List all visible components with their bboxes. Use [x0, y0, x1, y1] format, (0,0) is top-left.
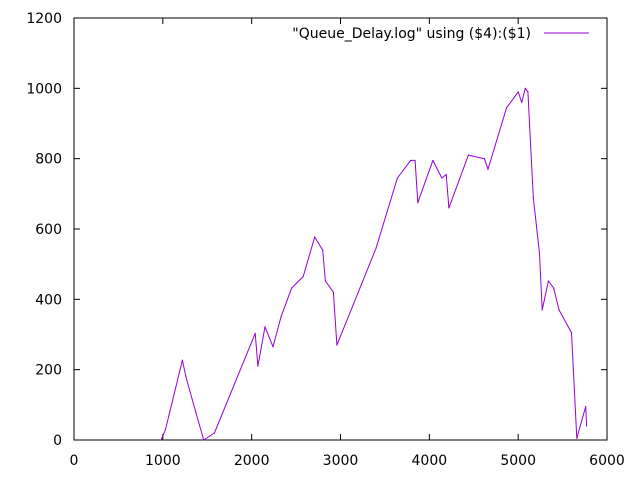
data-point [332, 291, 334, 293]
data-point [254, 332, 256, 335]
data-point [517, 91, 519, 93]
data-point [532, 196, 534, 198]
data-point [160, 439, 162, 441]
plot-border [73, 17, 608, 441]
data-point [181, 359, 183, 361]
data-point [585, 405, 587, 408]
data-point [483, 158, 486, 160]
data-point [164, 428, 167, 431]
series-layer [160, 87, 588, 441]
data-point [538, 253, 541, 255]
data-point [203, 439, 205, 441]
x-tick-label-0: 0 [70, 453, 79, 469]
tick-labels: 0 1000 2000 3000 4000 5000 6000 0 200 400 600 800 10… [26, 11, 624, 469]
data-point [448, 207, 450, 209]
y-tick-label-600: 600 [35, 222, 62, 238]
data-point [417, 202, 419, 204]
y-tick-label-0: 0 [53, 433, 62, 449]
plot-area [73, 17, 608, 441]
data-point [314, 236, 316, 238]
y-tick-label-1200: 1200 [26, 11, 62, 27]
data-point [467, 154, 470, 156]
data-point [272, 346, 274, 348]
x-tick-label-5000: 5000 [500, 453, 536, 469]
x-tick-label-2000: 2000 [234, 453, 270, 469]
y-tick-label-1000: 1000 [26, 81, 62, 97]
y-tick-label-400: 400 [35, 292, 62, 308]
data-point [280, 316, 282, 318]
data-point [375, 247, 377, 249]
data-point [410, 159, 412, 162]
data-point [506, 107, 508, 109]
data-point [541, 309, 543, 311]
data-point [322, 249, 324, 251]
x-tick-label-6000: 6000 [589, 453, 625, 469]
data-point [553, 287, 555, 289]
series-line-0 [160, 87, 588, 441]
axis-ticks [73, 17, 608, 441]
legend-label-queue-delay: "Queue_Delay.log" using ($4):($1) [292, 26, 531, 42]
data-point [195, 411, 197, 413]
x-tick-label-1000: 1000 [145, 453, 181, 469]
data-point [527, 91, 529, 93]
data-point [524, 87, 526, 89]
data-point [213, 432, 215, 434]
x-tick-label-3000: 3000 [323, 453, 359, 469]
data-point [336, 344, 338, 346]
data-point [576, 437, 578, 439]
legend: "Queue_Delay.log" using ($4):($1) [292, 26, 589, 42]
data-point [257, 365, 259, 367]
data-point [302, 275, 304, 278]
data-point [291, 287, 293, 289]
data-point [585, 425, 588, 427]
data-point [441, 177, 443, 179]
data-point [445, 173, 447, 176]
data-point [521, 101, 523, 103]
data-point [396, 177, 398, 179]
data-point [185, 376, 187, 378]
y-tick-label-800: 800 [35, 152, 62, 168]
data-point [558, 309, 560, 311]
y-tick-label-200: 200 [35, 363, 62, 379]
x-tick-label-4000: 4000 [412, 453, 448, 469]
data-point [570, 332, 573, 334]
data-point [414, 159, 416, 162]
data-point [432, 159, 434, 162]
data-point [324, 280, 326, 282]
data-point [264, 326, 266, 328]
data-point [547, 280, 549, 282]
data-point [487, 168, 489, 170]
